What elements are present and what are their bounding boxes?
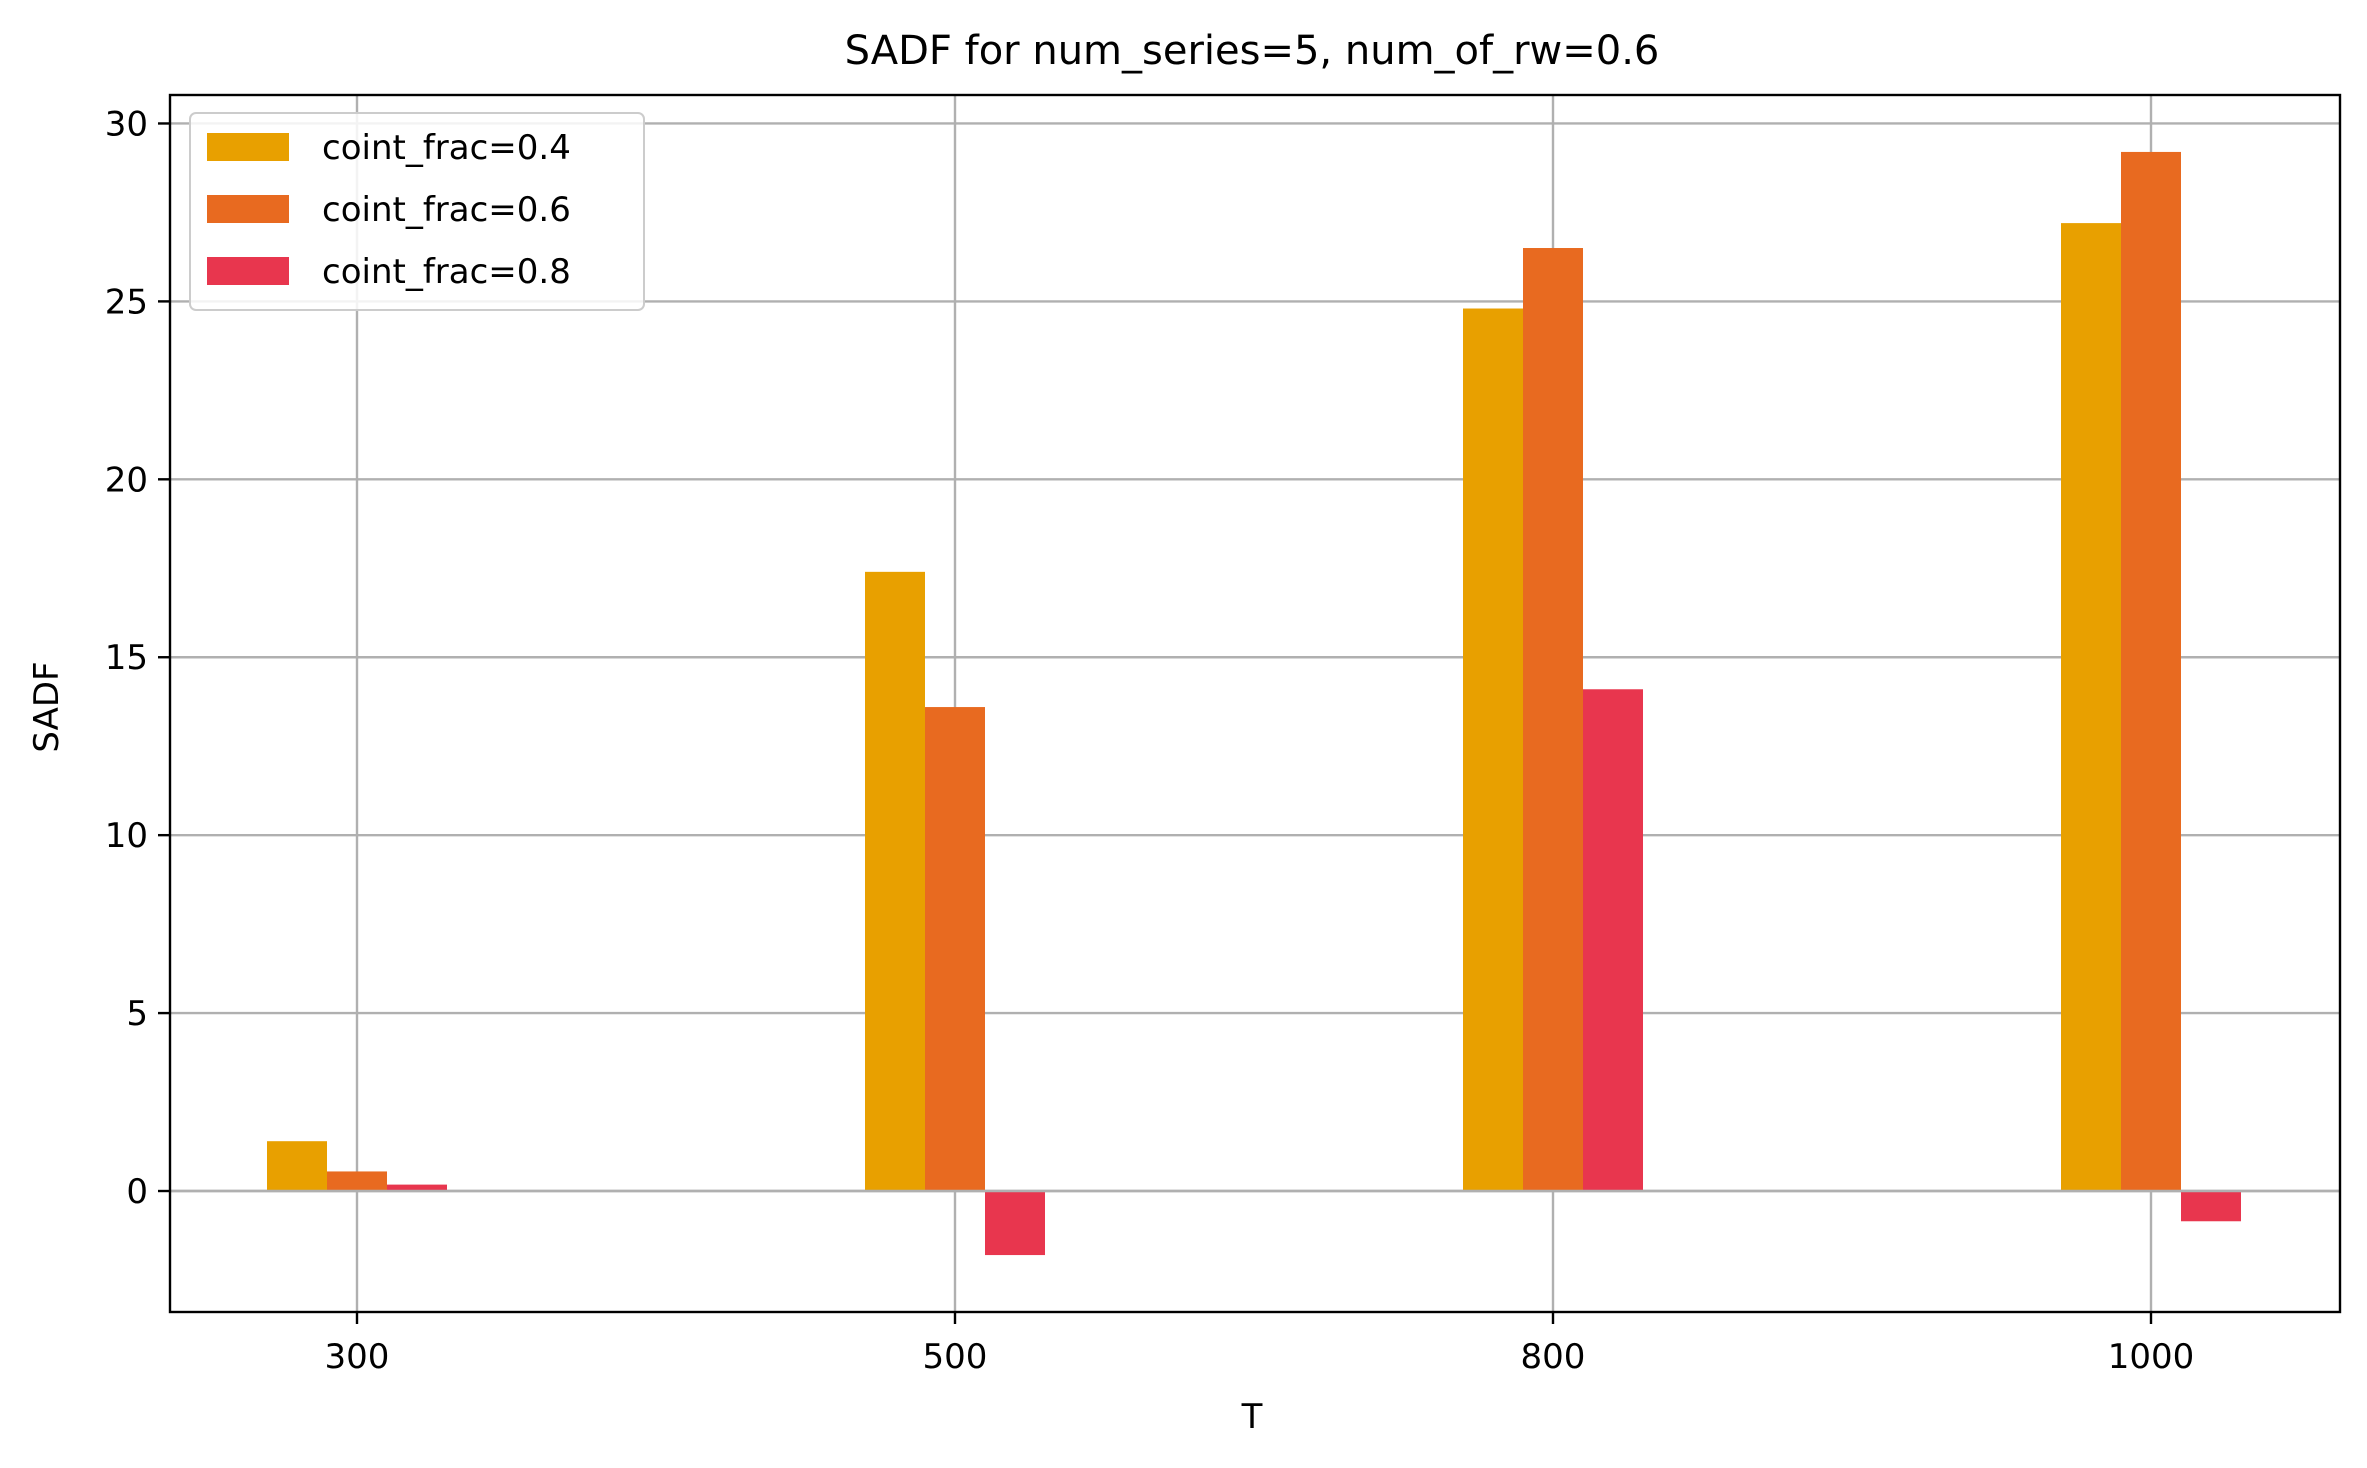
legend-label: coint_frac=0.6	[322, 190, 571, 230]
y-tick-label: 30	[105, 104, 148, 144]
legend-swatch	[207, 133, 289, 161]
legend: coint_frac=0.4 coint_frac=0.6 coint_frac=0…	[189, 112, 645, 311]
y-axis-label: SADF	[27, 661, 67, 752]
y-axis: 0 5 10 15 20 25 30	[105, 104, 170, 1212]
bar	[1523, 248, 1583, 1192]
bar	[1583, 689, 1643, 1192]
bars	[267, 151, 2241, 1256]
x-tick-label: 300	[325, 1337, 390, 1377]
y-tick-label: 0	[126, 1172, 148, 1212]
bar	[2121, 151, 2181, 1192]
bar	[2061, 223, 2121, 1192]
bar	[925, 707, 985, 1192]
x-tick-label: 800	[1521, 1337, 1586, 1377]
bar	[985, 1191, 1045, 1256]
y-tick-label: 10	[105, 816, 148, 856]
x-axis-label: T	[1241, 1397, 1263, 1437]
legend-label: coint_frac=0.4	[322, 128, 571, 168]
y-tick-label: 25	[105, 282, 148, 322]
y-tick-label: 15	[105, 638, 148, 678]
bar	[387, 1184, 447, 1192]
y-tick-label: 5	[126, 994, 148, 1034]
bar	[1463, 308, 1523, 1192]
bar	[267, 1141, 327, 1192]
x-axis: 300 500 800 1000	[325, 1312, 2195, 1377]
legend-swatch	[207, 257, 289, 285]
legend-label: coint_frac=0.8	[322, 252, 571, 292]
bar	[2181, 1191, 2241, 1222]
chart-title: SADF for num_series=5, num_of_rw=0.6	[845, 28, 1660, 74]
y-tick-label: 20	[105, 460, 148, 500]
legend-box	[189, 112, 645, 311]
bar	[327, 1171, 387, 1192]
legend-swatch	[207, 195, 289, 223]
x-tick-label: 1000	[2108, 1337, 2195, 1377]
plot-frame	[168, 93, 2342, 1314]
bar	[865, 571, 925, 1192]
x-tick-label: 500	[923, 1337, 988, 1377]
